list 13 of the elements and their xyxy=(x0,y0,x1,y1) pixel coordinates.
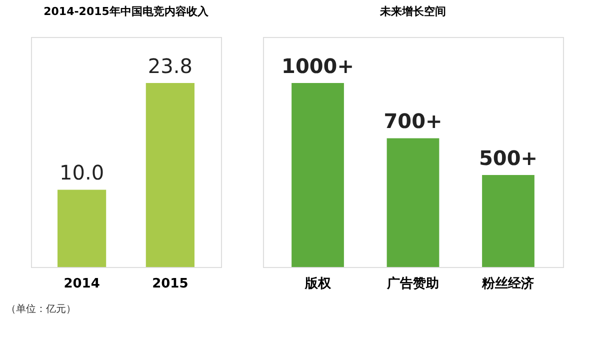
data-label: 500+ xyxy=(478,146,538,170)
x-tick-label: 广告赞助 xyxy=(386,276,439,292)
text: （单位：亿元） xyxy=(6,303,76,315)
chart-title: 2014-2015年中国电竞内容收入 xyxy=(44,5,210,18)
data-label: 1000+ xyxy=(282,54,354,78)
x-tick-label: 2014 xyxy=(64,276,100,292)
data-label: 10.0 xyxy=(60,160,104,185)
chart-title: 未来增长空间 xyxy=(379,5,446,18)
data-label: 23.8 xyxy=(148,54,192,78)
data-label: 700+ xyxy=(384,109,442,134)
x-tick-label: 版权 xyxy=(304,276,332,292)
x-tick-label: 2015 xyxy=(152,276,188,292)
x-tick-label: 粉丝经济 xyxy=(481,276,534,292)
